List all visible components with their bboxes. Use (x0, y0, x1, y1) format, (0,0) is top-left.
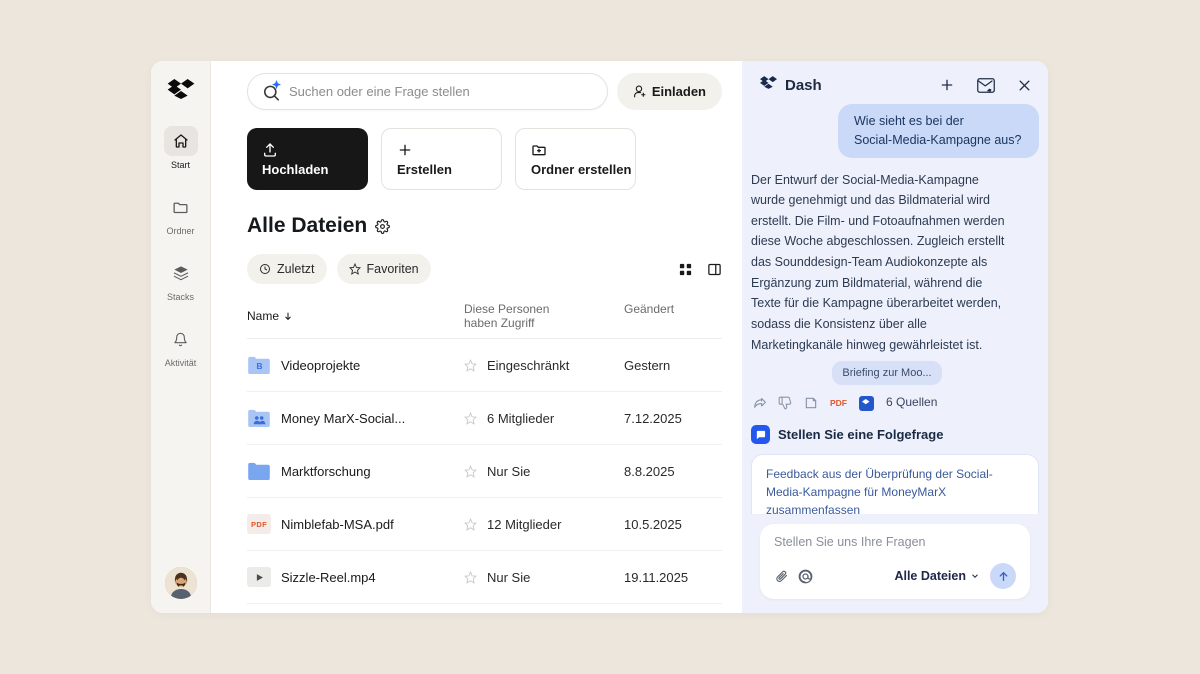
svg-text:B: B (256, 361, 262, 371)
